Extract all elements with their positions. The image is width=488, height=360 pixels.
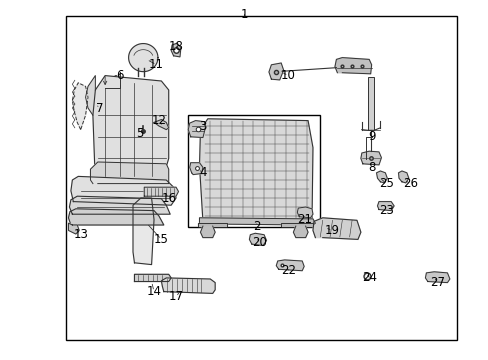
Text: 24: 24 <box>361 271 376 284</box>
Text: 12: 12 <box>151 114 166 127</box>
Polygon shape <box>398 171 408 183</box>
Polygon shape <box>188 121 205 138</box>
Polygon shape <box>293 226 307 238</box>
Polygon shape <box>312 218 360 239</box>
Polygon shape <box>360 151 381 165</box>
Text: 7: 7 <box>96 102 104 114</box>
Polygon shape <box>69 196 170 214</box>
Polygon shape <box>161 278 215 293</box>
Bar <box>188 115 320 227</box>
Text: 14: 14 <box>146 285 161 298</box>
Polygon shape <box>85 76 95 115</box>
Text: 18: 18 <box>168 40 183 53</box>
Text: 27: 27 <box>429 276 444 289</box>
Polygon shape <box>199 119 312 223</box>
Polygon shape <box>276 260 304 271</box>
Text: 17: 17 <box>168 291 183 303</box>
Polygon shape <box>376 171 386 183</box>
Polygon shape <box>249 233 266 246</box>
Text: 25: 25 <box>378 177 393 190</box>
Polygon shape <box>90 162 168 184</box>
Polygon shape <box>154 120 168 130</box>
Text: 5: 5 <box>135 127 143 140</box>
Polygon shape <box>189 163 203 175</box>
Text: 10: 10 <box>281 69 295 82</box>
Polygon shape <box>144 187 178 196</box>
Text: 15: 15 <box>154 233 168 246</box>
Text: 1: 1 <box>240 8 248 21</box>
Text: 8: 8 <box>367 161 375 174</box>
Polygon shape <box>72 83 88 130</box>
Text: 22: 22 <box>281 264 295 276</box>
Text: 23: 23 <box>378 204 393 217</box>
Polygon shape <box>425 272 449 283</box>
Polygon shape <box>128 44 158 72</box>
Text: 20: 20 <box>251 237 266 249</box>
Text: 21: 21 <box>296 213 311 226</box>
Text: 6: 6 <box>116 69 123 82</box>
Polygon shape <box>171 43 181 57</box>
Bar <box>66 16 456 340</box>
Polygon shape <box>133 198 154 265</box>
Polygon shape <box>68 223 79 234</box>
Text: 16: 16 <box>161 192 176 204</box>
Polygon shape <box>281 223 312 226</box>
Polygon shape <box>68 209 163 225</box>
Polygon shape <box>334 58 371 74</box>
Text: 26: 26 <box>403 177 417 190</box>
Polygon shape <box>297 207 312 218</box>
Polygon shape <box>198 223 227 226</box>
Text: 4: 4 <box>199 166 206 179</box>
Bar <box>367 77 373 130</box>
Polygon shape <box>93 76 168 184</box>
Polygon shape <box>71 176 176 205</box>
Text: 13: 13 <box>73 228 88 240</box>
Text: 2: 2 <box>252 220 260 233</box>
Text: 3: 3 <box>199 120 206 132</box>
Text: 11: 11 <box>149 58 163 71</box>
Polygon shape <box>134 274 171 282</box>
Polygon shape <box>199 218 315 225</box>
Polygon shape <box>200 226 215 238</box>
Text: 19: 19 <box>325 224 339 237</box>
Text: 9: 9 <box>367 130 375 143</box>
Polygon shape <box>377 202 393 211</box>
Polygon shape <box>268 63 283 80</box>
